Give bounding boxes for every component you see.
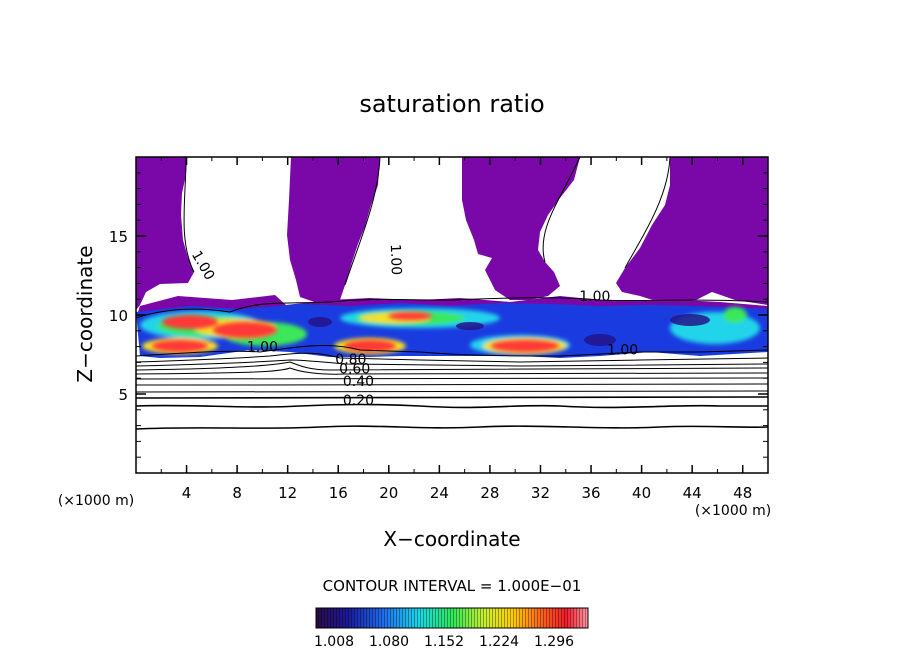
x-tick-label: 36 (581, 484, 600, 502)
x-tick-label: 20 (379, 484, 398, 502)
contour-label: 1.00 (387, 244, 404, 276)
x-tick-label: 40 (632, 484, 651, 502)
contour-label: 0.60 (339, 361, 370, 377)
purple-region-2 (287, 157, 380, 304)
x-tick-label: 4 (182, 484, 192, 502)
contour-label: 0.80 (335, 352, 366, 368)
contour-label: 1.00 (607, 343, 638, 359)
colorbar-tick-label: 1.080 (369, 634, 409, 650)
dark-pocket-1 (584, 334, 616, 346)
purple-region-4 (616, 157, 768, 305)
x-tick-label: 12 (278, 484, 297, 502)
colorbar-tick-label: 1.008 (314, 634, 354, 650)
y-axis-ticks: 5 10 15 (109, 172, 768, 458)
chart-title: saturation ratio (359, 90, 544, 118)
x-tick-label: 24 (430, 484, 449, 502)
contour-label: 1.00 (579, 289, 610, 305)
contour-label: 1.00 (188, 248, 217, 283)
x-axis-ticks: 4 8 12 16 20 24 28 32 36 40 44 48 (160, 157, 752, 502)
red-core-1 (162, 315, 218, 329)
supersaturated-field (136, 303, 768, 358)
colorbar-tick-label: 1.224 (479, 634, 519, 650)
purple-region-1 (136, 157, 194, 310)
colorbar-stripes (316, 608, 588, 628)
contour-line (542, 157, 581, 263)
subsaturated-regions (136, 157, 768, 318)
x-axis-label: X−coordinate (383, 527, 520, 551)
colorbar-frame (315, 607, 589, 629)
x-tick-label: 32 (531, 484, 550, 502)
dark-pocket-3 (456, 322, 484, 330)
red-core-2 (213, 322, 277, 338)
contour-line (136, 390, 768, 393)
dark-pocket-4 (308, 317, 332, 327)
red-core-5 (491, 340, 559, 352)
contour-label: 0.20 (343, 393, 374, 409)
red-core-3 (152, 340, 208, 352)
x-tick-label: 28 (480, 484, 499, 502)
x-tick-label: 16 (329, 484, 348, 502)
contour-line (136, 425, 768, 430)
contour-line (136, 297, 768, 319)
contour-lines (136, 157, 768, 430)
contour-line (136, 361, 768, 371)
x-tick-label: 48 (733, 484, 752, 502)
contour-line (136, 377, 768, 380)
colorbar-tick-label: 1.152 (424, 634, 464, 650)
contour-label: 1.00 (247, 339, 278, 355)
dark-pocket-2 (670, 314, 710, 326)
y-tick-label: 5 (118, 386, 128, 404)
contour-line (183, 157, 195, 273)
contour-line (136, 345, 768, 357)
colorbar-ticks: 1.008 1.080 1.152 1.224 1.296 (314, 634, 574, 650)
contour-interval-label: CONTOUR INTERVAL = 1.000E−01 (323, 577, 582, 595)
green-patch-4 (723, 307, 747, 323)
contour-line (344, 157, 381, 286)
x-tick-label: 8 (232, 484, 242, 502)
contour-line (136, 367, 768, 375)
colorbar: 1.008 1.080 1.152 1.224 1.296 (314, 607, 589, 650)
contour-line (136, 396, 768, 399)
x-tick-label: 44 (683, 484, 702, 502)
contour-line (136, 383, 768, 386)
y-tick-label: 15 (109, 228, 128, 246)
x-axis-unit-left: (×1000 m) (58, 493, 134, 509)
dark-blue-pockets (308, 314, 710, 346)
contour-label: 0.40 (343, 374, 374, 390)
contour-line (136, 359, 768, 367)
purple-region-3 (462, 157, 580, 300)
colorbar-tick-label: 1.296 (534, 634, 574, 650)
contour-line (136, 352, 768, 363)
x-axis-unit-right: (×1000 m) (695, 503, 771, 519)
contour-line (136, 403, 768, 409)
red-core-6 (388, 312, 432, 320)
y-tick-label: 10 (109, 307, 128, 325)
contour-line (624, 157, 671, 269)
y-axis-label: Z−coordinate (73, 245, 97, 382)
